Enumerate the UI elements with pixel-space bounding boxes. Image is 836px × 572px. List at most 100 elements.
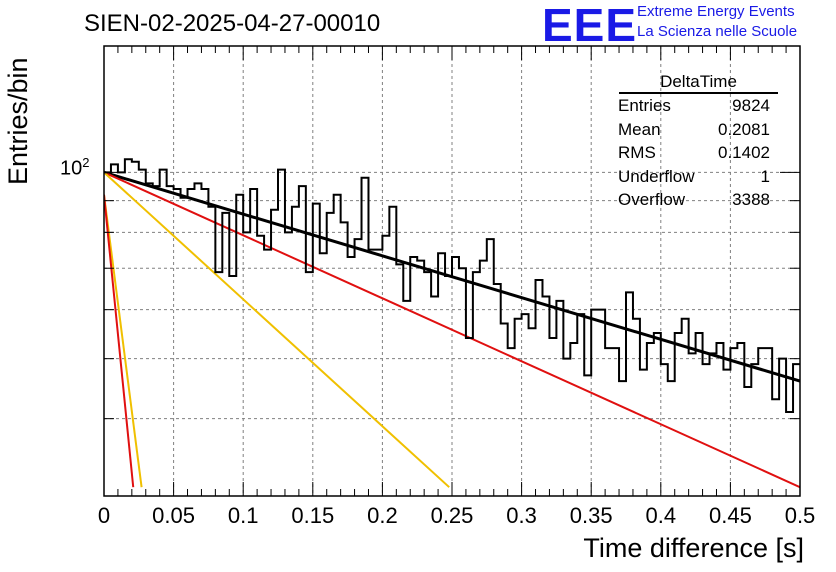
histogram-bin: [487, 239, 494, 496]
stats-title: DeltaTime: [619, 72, 778, 94]
x-tick-label: 0.4: [646, 503, 677, 528]
histogram-bin: [661, 364, 668, 496]
histogram-bin: [327, 213, 334, 496]
histogram-bin: [146, 183, 153, 496]
logo-subtitle-2: La Scienza nelle Scuole: [637, 23, 798, 40]
histogram-bin: [208, 207, 215, 496]
histogram-bin: [549, 338, 556, 496]
histogram-bin: [494, 284, 501, 496]
histogram-bin: [160, 170, 167, 496]
histogram-bin: [243, 232, 250, 496]
histogram-bin: [424, 272, 431, 496]
stats-row: Overflow 3388: [618, 190, 770, 209]
logo-subtitle-1: Extreme Energy Events: [637, 3, 795, 20]
histogram-bin: [445, 276, 452, 496]
histogram-bin: [403, 301, 410, 496]
histogram-bin: [515, 319, 522, 496]
histogram-bin: [348, 257, 355, 496]
histogram-bin: [675, 333, 682, 496]
histogram-bin: [772, 399, 779, 496]
stats-row: Mean 0.2081: [618, 119, 770, 139]
histogram-bin: [285, 232, 292, 496]
histogram-bin: [605, 348, 612, 496]
histogram-bin: [174, 189, 181, 496]
axis-ticks: [103, 46, 801, 496]
histogram-bin: [215, 272, 222, 496]
histogram-bin: [194, 183, 201, 496]
eee-logo: EEE: [542, 0, 638, 51]
histogram-bin: [751, 364, 758, 496]
histogram-bin: [368, 250, 375, 496]
stats-box: DeltaTime Entries 9824 Mean 0.2081 RMS 0.14…: [612, 72, 778, 212]
histogram-bin: [730, 348, 737, 496]
histogram-bin: [480, 261, 487, 496]
histogram-bin: [320, 253, 327, 496]
histogram-bin: [139, 170, 146, 496]
histogram-bin: [222, 213, 229, 496]
histogram-bin: [647, 343, 654, 496]
histogram-bin: [577, 314, 584, 496]
histogram-bin: [682, 319, 689, 496]
histogram-bin: [271, 210, 278, 496]
histogram-bin: [508, 348, 515, 496]
grid: [104, 46, 800, 496]
histogram-bin: [570, 343, 577, 496]
histogram-bin: [341, 222, 348, 496]
x-tick-label: 0.3: [506, 503, 537, 528]
fit-line-component-4: [104, 194, 135, 488]
histogram-bin: [703, 364, 710, 496]
histogram-bin: [710, 353, 717, 496]
histogram-bin: [153, 186, 160, 496]
histogram-bin: [765, 348, 772, 496]
stats-row: Entries 9824: [618, 96, 770, 115]
x-tick-label: 0.35: [570, 503, 613, 528]
histogram-bin: [417, 261, 424, 496]
histogram-bin: [313, 204, 320, 496]
histogram-bin: [181, 198, 188, 496]
histogram-bin: [626, 292, 633, 496]
histogram-bin: [466, 338, 473, 496]
histogram-bin: [257, 236, 264, 496]
x-tick-labels: 0 0.05 0.1 0.15 0.2 0.25 0.3 0.35 0.4 0.45 0.5: [98, 503, 815, 528]
histogram-bin: [556, 301, 563, 496]
histogram-bin: [459, 268, 466, 496]
histogram-bin: [118, 172, 125, 496]
histogram-bin: [334, 195, 341, 496]
histogram-bin: [542, 297, 549, 496]
histogram-bin: [389, 207, 396, 496]
histogram-steps: [104, 158, 800, 414]
histogram-bin: [382, 236, 389, 496]
x-axis-label: Time difference [s]: [583, 533, 804, 563]
x-tick-label: 0.45: [709, 503, 752, 528]
histogram-bin: [250, 189, 257, 496]
histogram-bin: [452, 257, 459, 496]
histogram-bin: [229, 276, 236, 496]
histogram-bin: [793, 364, 800, 496]
histogram-bin: [299, 186, 306, 496]
x-tick-label: 0.2: [367, 503, 398, 528]
histogram-bin: [737, 343, 744, 496]
histogram-bin: [584, 375, 591, 496]
chart-title: SIEN-02-2025-04-27-00010: [84, 10, 381, 37]
x-tick-label: 0: [98, 503, 110, 528]
y-axis-label: Entries/bin: [3, 57, 33, 185]
histogram-bin: [362, 178, 369, 496]
histogram-bin: [375, 250, 382, 496]
histogram-bin: [654, 333, 661, 496]
histogram-bin: [598, 310, 605, 496]
histogram-bin: [111, 164, 118, 496]
histogram-bin: [292, 207, 299, 496]
histogram-bin: [779, 359, 786, 496]
x-tick-label: 0.25: [431, 503, 474, 528]
histogram-bin: [306, 272, 313, 496]
histogram-bin: [716, 343, 723, 496]
x-tick-label: 0.5: [785, 503, 816, 528]
histogram-bin: [278, 170, 285, 496]
histogram-bin: [619, 381, 626, 496]
histogram-bin: [236, 195, 243, 496]
histogram-bin: [689, 353, 696, 496]
histogram-bin: [786, 412, 793, 496]
histogram-bin: [696, 333, 703, 496]
y-tick-label-100: 102: [60, 155, 90, 180]
histogram-bin: [431, 297, 438, 496]
